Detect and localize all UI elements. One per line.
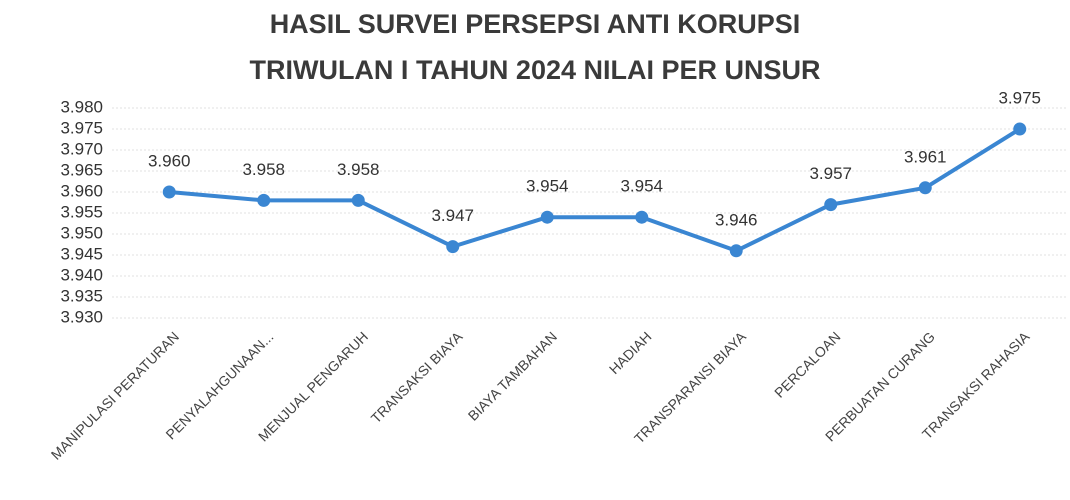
y-tick-label: 3.940 [60,265,103,284]
x-tick-label: PERCALOAN [771,328,843,400]
data-label: 3.961 [904,147,947,166]
y-tick-label: 3.970 [60,139,103,158]
y-tick-label: 3.965 [60,160,103,179]
data-label: 3.954 [526,177,569,196]
x-tick-label: TRANSAKSI BIAYA [368,328,466,426]
y-tick-label: 3.980 [60,97,103,116]
y-tick-label: 3.975 [60,118,103,137]
x-tick-label: BIAYA TAMBAHAN [465,328,560,423]
point [1013,122,1027,136]
x-tick-label: MENJUAL PENGARUH [255,328,371,444]
x-tick-label: PERBUATAN CURANG [822,328,938,444]
data-label: 3.946 [715,210,758,229]
point [162,185,176,199]
point [257,193,271,207]
point [446,240,460,254]
data-label: 3.958 [337,160,380,179]
line [169,127,1021,253]
point [729,244,743,258]
point [635,210,649,224]
point [540,210,554,224]
x-tick-label: HADIAH [606,328,655,377]
point [351,193,365,207]
y-tick-label: 3.930 [60,307,103,326]
x-tick-label: TRANSPARANSI BIAYA [631,328,750,447]
point [918,181,932,195]
y-tick-label: 3.955 [60,202,103,221]
chart-title: HASIL SURVEI PERSEPSI ANTI KORUPSI [270,9,801,39]
data-label: 3.975 [998,88,1041,107]
x-tick-label: TRANSAKSI RAHASIA [919,328,1033,442]
x-tick-label: PENYALAHGUNAAN... [162,328,276,442]
data-label: 3.960 [148,151,191,170]
y-tick-label: 3.935 [60,286,103,305]
data-label: 3.954 [620,177,663,196]
data-label: 3.958 [242,160,285,179]
chart-title: TRIWULAN I TAHUN 2024 NILAI PER UNSUR [249,55,820,85]
y-tick-label: 3.960 [60,181,103,200]
x-tick-label: MANIPULASI PERATURAN [48,328,182,462]
y-tick-label: 3.945 [60,244,103,263]
y-tick-label: 3.950 [60,223,103,242]
data-label: 3.957 [809,164,852,183]
point [824,198,838,212]
data-label: 3.947 [431,206,474,225]
